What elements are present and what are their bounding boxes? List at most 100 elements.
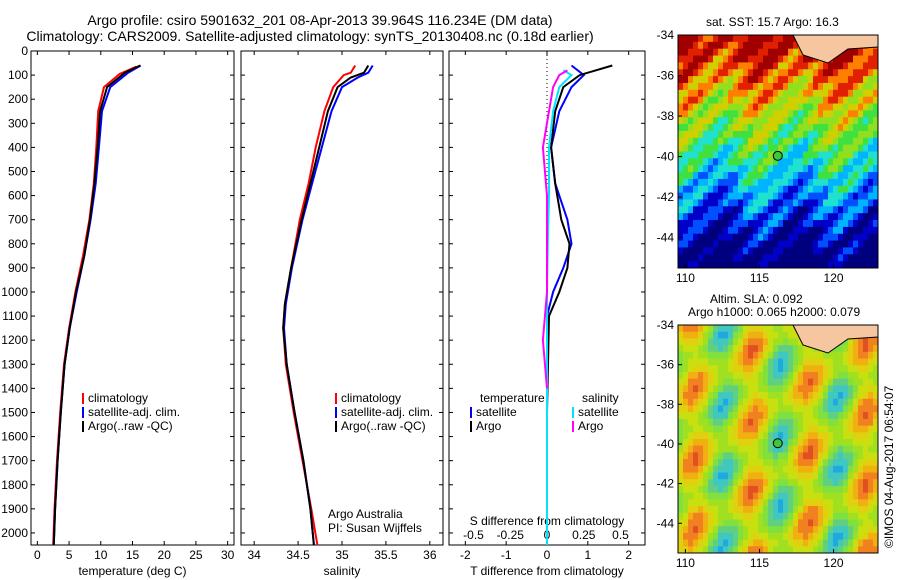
map-cell [733,213,739,221]
map-cell [718,117,724,125]
map-cell [793,459,799,467]
map-cell [783,331,789,339]
map-cell [808,378,814,386]
map-cell [873,233,879,242]
map-cell [863,512,869,520]
map-cell [778,144,784,152]
map-cell [868,445,874,453]
map-cell [713,55,719,63]
map-cell [813,89,819,98]
map-cell [723,124,729,132]
map-cell [718,465,724,474]
map-cell [743,506,749,514]
map-cell [693,519,699,527]
map-cell [763,233,769,242]
map-cell [713,96,719,105]
map-cell [718,418,724,427]
map-cell [688,459,694,467]
map-cell [773,103,779,111]
map-cell [818,492,824,500]
map-cell [723,233,729,242]
map-cell [838,137,844,146]
map-cell [703,345,709,353]
map-cell [848,398,854,406]
map-cell [858,425,864,433]
map-cell [693,539,699,547]
y-tick-label: 1500 [1,405,28,419]
map-cell [828,506,834,514]
map-cell [818,526,824,534]
map-cell [858,69,864,77]
map-cell [748,165,754,173]
map-cell [728,526,734,534]
map-cell [703,492,709,500]
map-cell [788,192,794,200]
map-cell [783,512,789,520]
map-cell [868,89,874,98]
series-line [52,65,137,546]
map-cell [818,137,824,146]
map-cell [833,110,839,118]
map-cell [778,432,784,440]
map-cell [768,358,774,366]
map-cell [743,213,749,221]
map-cell [678,365,684,373]
map-cell [773,351,779,360]
map-cell [738,158,744,166]
map-cell [728,254,734,262]
map-cell [683,165,689,173]
map-cell [828,110,834,118]
map-cell [778,206,784,214]
map-cell [698,172,704,180]
map-cell [873,82,879,91]
map-cell [748,485,754,494]
map-cell [793,532,799,541]
map-cell [798,546,804,554]
map-cell [768,519,774,527]
map-cell [868,492,874,500]
map-cell [713,130,719,139]
map-cell [818,506,824,514]
map-cell [873,445,879,453]
map-cell [843,82,849,91]
map-cell [823,412,829,420]
map-cell [713,76,719,84]
map-cell [683,144,689,152]
map-cell [743,247,749,255]
map-cell [793,254,799,262]
map-cell [853,345,859,353]
x-tick-label: 0 [544,548,551,562]
map-cell [788,206,794,214]
map-cell [838,465,844,474]
map-cell [833,144,839,152]
map-cell [803,158,809,166]
map-cell [738,499,744,507]
map-cell [753,220,759,228]
map-cell [773,110,779,118]
map-cell [848,378,854,386]
map-cell [818,539,824,547]
map-cell [788,385,794,393]
map-cell [758,385,764,393]
map-cell [713,472,719,480]
map-cell [808,532,814,541]
map-cell [813,412,819,420]
map-cell [868,192,874,200]
map-cell [713,158,719,166]
map-cell [783,445,789,453]
map-cell [738,385,744,393]
map-cell [723,385,729,393]
map-cell [813,226,819,235]
map-cell [783,398,789,406]
map-cell [768,178,774,187]
map-cell [868,69,874,77]
map-cell [768,89,774,98]
map-cell [743,445,749,453]
map-cell [873,130,879,139]
map-cell [683,103,689,111]
map-cell [868,398,874,406]
map-cell [708,532,714,541]
map-cell [738,151,744,159]
map-cell [863,485,869,494]
map-cell [733,55,739,63]
